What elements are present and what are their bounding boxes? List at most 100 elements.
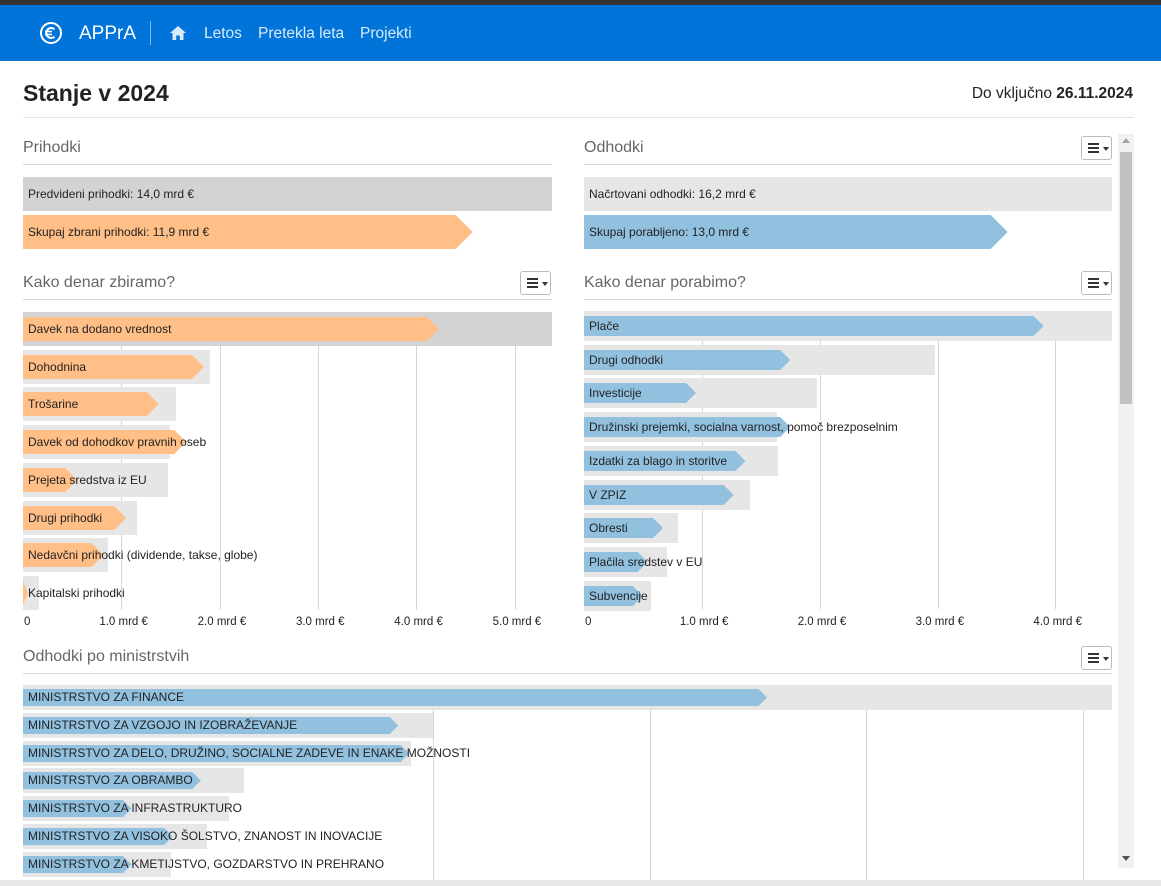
- gridline: [650, 685, 651, 885]
- caret-down-icon: [1103, 282, 1109, 286]
- bar-total: [23, 177, 552, 211]
- hamburger-menu-icon: [1088, 653, 1099, 663]
- bar-label: MINISTRSTVO ZA KMETIJSTVO, GOZDARSTVO IN…: [28, 856, 385, 871]
- bar-label: Skupaj porabljeno: 13,0 mrd €: [589, 225, 750, 239]
- bar-label: V ZPIZ: [589, 487, 627, 502]
- x-tick-label: 2.0 mrd €: [797, 616, 847, 628]
- scroll-up-arrow-icon[interactable]: [1122, 138, 1130, 143]
- bar-actual: [23, 772, 201, 790]
- bar-actual: [23, 354, 204, 379]
- gridline: [819, 311, 821, 609]
- x-tick-label: 0: [24, 616, 31, 628]
- bar-actual: [584, 316, 1044, 336]
- bar-label: MINISTRSTVO ZA FINANCE: [28, 690, 185, 704]
- bar-actual: [23, 716, 399, 734]
- hamburger-menu-icon: [1088, 278, 1099, 288]
- x-tick-label: 0: [585, 616, 592, 628]
- caret-down-icon: [1103, 657, 1109, 661]
- bar-label: Investicije: [589, 386, 642, 401]
- bar-actual: [584, 349, 791, 370]
- section-title-ministries: Odhodki po ministrstvih: [23, 648, 190, 665]
- bar-actual: [23, 317, 439, 341]
- bar-label: MINISTRSTVO ZA DELO, DRUŽINO, SOCIALNE Z…: [28, 745, 471, 760]
- bar-label: Načrtovani odhodki: 16,2 mrd €: [589, 187, 756, 201]
- bar-actual: [23, 800, 132, 818]
- bar-actual: [23, 689, 768, 706]
- bar-label: Predvideni prihodki: 14,0 mrd €: [28, 187, 195, 201]
- bar-actual: [23, 580, 28, 605]
- header-divider: [23, 117, 1134, 118]
- bar-label: Nedavčni prihodki (dividende, takse, glo…: [28, 548, 258, 563]
- bar-label: MINISTRSTVO ZA OBRAMBO: [28, 773, 193, 788]
- section-title-income-sources: Kako denar zbiramo?: [23, 274, 176, 291]
- bar-total: [584, 177, 1112, 211]
- gridline: [1055, 311, 1057, 609]
- bottom-strip: [0, 880, 1161, 886]
- bar-actual: [584, 383, 696, 404]
- chart-menu-button[interactable]: [520, 271, 551, 295]
- section-title-spending: Kako denar porabimo?: [584, 274, 746, 291]
- bar-actual: [23, 828, 173, 845]
- bar-actual: [584, 215, 1008, 249]
- nav-separator: [150, 21, 151, 45]
- caret-down-icon: [1103, 147, 1109, 151]
- bar-label: Družinski prejemki, socialna varnost, po…: [589, 420, 898, 435]
- bar-label: Drugi odhodki: [589, 352, 664, 367]
- gridline: [219, 312, 221, 610]
- bar-actual: [23, 543, 104, 568]
- x-tick-label: 3.0 mrd €: [295, 616, 345, 628]
- bar-label: Prejeta sredstva iz EU: [28, 472, 147, 487]
- gridline: [514, 312, 516, 610]
- x-tick-label: 3.0 mrd €: [915, 616, 965, 628]
- chart-menu-button[interactable]: [1081, 271, 1112, 295]
- chart-menu-button[interactable]: [1081, 646, 1112, 670]
- page-title: Stanje v 2024: [23, 80, 169, 106]
- bar-actual: [584, 417, 791, 438]
- bar-actual: [584, 450, 746, 471]
- bar-label: Plačila sredstev v EU: [589, 554, 703, 569]
- nav-link-pretekla-leta[interactable]: Pretekla leta: [258, 25, 345, 42]
- gridline: [937, 311, 939, 609]
- bar-actual: [23, 505, 127, 530]
- bar-budget: [23, 575, 39, 610]
- bar-actual: [23, 467, 78, 492]
- scroll-down-arrow-icon[interactable]: [1122, 856, 1130, 861]
- x-tick-label: 1.0 mrd €: [679, 616, 729, 628]
- home-icon[interactable]: [170, 26, 186, 40]
- bar-label: Kapitalski prihodki: [28, 585, 125, 600]
- nav-link-letos[interactable]: Letos: [204, 25, 242, 42]
- bar-actual: [584, 484, 734, 505]
- euro-circle-icon[interactable]: [39, 21, 63, 45]
- bar-label: Plače: [589, 319, 620, 333]
- bar-actual: [23, 215, 473, 249]
- brand-name[interactable]: APPrA: [79, 23, 137, 44]
- bar-label: Drugi prihodki: [28, 510, 103, 525]
- bar-label: Obresti: [589, 521, 628, 536]
- bar-actual: [584, 518, 663, 539]
- x-tick-label: 4.0 mrd €: [1033, 616, 1082, 628]
- x-tick-label: 4.0 mrd €: [394, 616, 443, 628]
- bar-label: Davek od dohodkov pravnih oseb: [28, 435, 207, 450]
- nav-link-projekti[interactable]: Projekti: [360, 25, 412, 42]
- section-title-odhodki: Odhodki: [584, 139, 644, 156]
- bar-label: Izdatki za blago in storitve: [589, 453, 728, 468]
- bar-label: MINISTRSTVO ZA VISOKO ŠOLSTVO, ZNANOST I…: [28, 829, 383, 843]
- bar-label: Subvencije: [589, 588, 648, 603]
- gridline: [317, 312, 319, 610]
- bar-actual: [23, 392, 159, 417]
- section-line: [584, 164, 1112, 165]
- gridline: [866, 685, 867, 885]
- caret-down-icon: [542, 282, 548, 286]
- section-line: [23, 164, 552, 165]
- x-tick-label: 2.0 mrd €: [197, 616, 247, 628]
- chart-menu-button[interactable]: [1081, 136, 1112, 160]
- section-line: [584, 299, 1112, 300]
- bar-label: Trošarine: [28, 397, 79, 412]
- hamburger-menu-icon: [1088, 143, 1099, 153]
- bar-actual: [584, 551, 648, 572]
- bar-actual: [584, 585, 643, 606]
- scrollbar-thumb[interactable]: [1120, 152, 1132, 404]
- x-tick-label: 1.0 mrd €: [99, 616, 148, 628]
- section-line: [23, 299, 552, 300]
- date-prefix: Do vključno: [971, 85, 1052, 102]
